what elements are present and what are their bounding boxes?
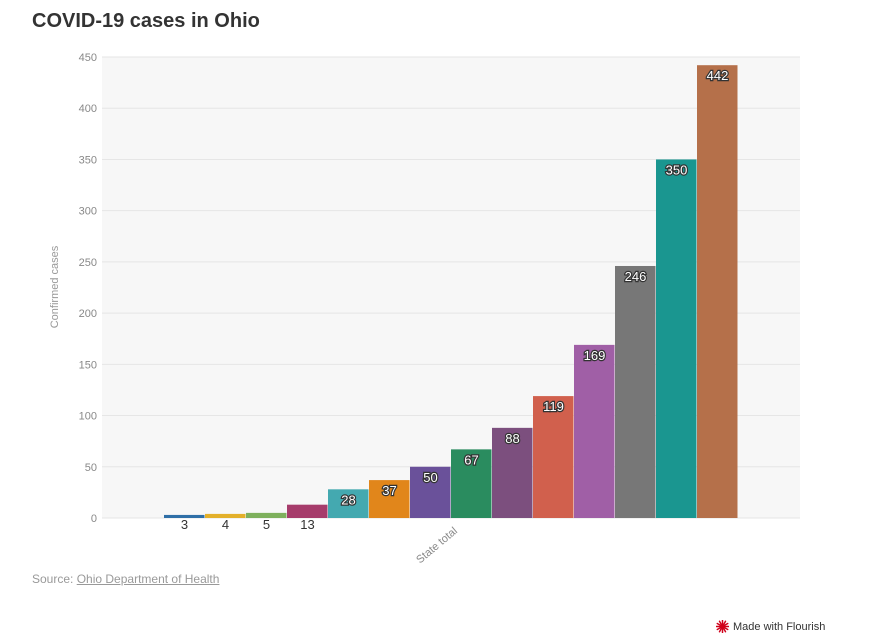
bar-value-label: 3 <box>181 517 188 532</box>
bar-value-label: 119 <box>543 399 564 414</box>
y-tick-label: 0 <box>91 513 97 525</box>
bar-value-label: 4 <box>222 517 229 532</box>
bar-value-label: 28 <box>341 492 355 507</box>
bar <box>656 159 697 518</box>
bar-value-label: 67 <box>464 452 478 467</box>
bar <box>533 396 574 518</box>
bar <box>697 65 738 518</box>
y-tick-label: 200 <box>79 308 97 320</box>
chart-title: COVID-19 cases in Ohio <box>32 10 260 32</box>
bar-value-labels: 3 4 5 13 28 37 50 67 88 119 169 246 350 442 <box>181 67 730 532</box>
source-note: Source: Ohio Department of Health <box>32 572 219 586</box>
bar <box>451 449 492 518</box>
bar-value-label: 442 <box>707 68 729 83</box>
y-tick-label: 50 <box>85 462 97 474</box>
flourish-branding[interactable]: Made with Flourish <box>716 620 825 633</box>
source-link[interactable]: Ohio Department of Health <box>76 572 220 586</box>
bar-value-label: 246 <box>625 269 647 284</box>
y-tick-label: 400 <box>79 103 97 115</box>
y-axis-label: Confirmed cases <box>49 245 61 328</box>
bar <box>328 489 369 518</box>
bar-value-label: 13 <box>300 517 314 532</box>
bar-value-label: 350 <box>666 162 688 177</box>
bar <box>369 480 410 518</box>
bar <box>287 504 328 518</box>
bar-value-label: 88 <box>505 431 519 446</box>
bar <box>246 512 287 518</box>
bar <box>410 466 451 518</box>
bars <box>164 65 738 518</box>
bar <box>574 344 615 518</box>
bar-value-label: 5 <box>263 517 270 532</box>
y-tick-label: 100 <box>79 411 97 423</box>
y-tick-label: 300 <box>79 206 97 218</box>
y-tick-label: 350 <box>79 154 97 166</box>
y-tick-label: 250 <box>79 257 97 269</box>
x-category-label: State total <box>414 525 460 566</box>
bar-value-label: 50 <box>423 470 437 485</box>
y-axis-ticks: 0 50 100 150 200 250 300 350 400 450 <box>79 52 97 525</box>
flourish-label: Made with Flourish <box>733 620 826 633</box>
flourish-logo-icon <box>716 620 729 633</box>
source-prefix: Source: <box>32 572 77 586</box>
bar-value-label: 169 <box>584 348 606 363</box>
bar <box>615 265 656 518</box>
y-tick-label: 450 <box>79 52 97 64</box>
bar-value-label: 37 <box>382 483 396 498</box>
bar <box>492 427 533 518</box>
bar <box>205 513 246 518</box>
bar <box>164 514 205 518</box>
y-tick-label: 150 <box>79 359 97 371</box>
